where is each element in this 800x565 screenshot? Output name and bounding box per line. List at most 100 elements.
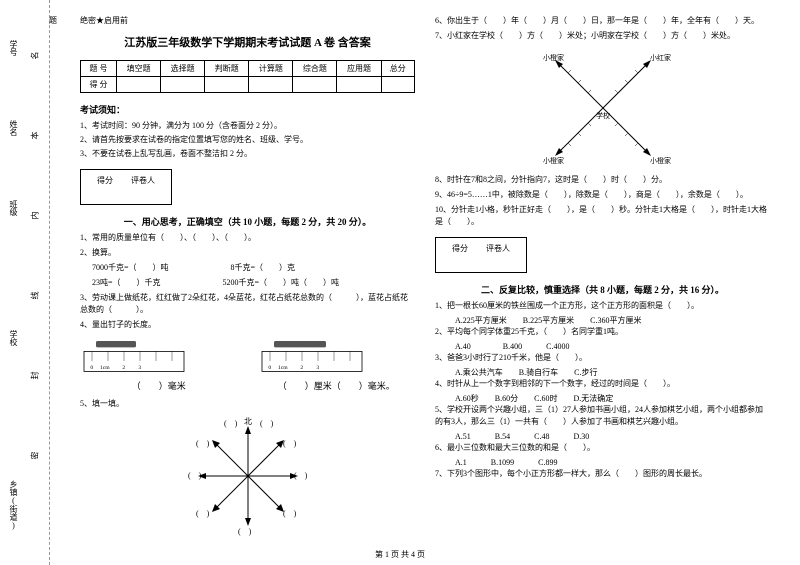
- s2q5: 5、学校开设两个兴趣小组，三（1）27人参加书画小组，24人参加棋艺小组，两个小…: [435, 404, 770, 428]
- ruler-row: 01cm23 （ ）毫米 01cm23 （ ）厘米（ ）毫米。: [80, 337, 415, 392]
- th-2: 选择题: [161, 61, 205, 77]
- notice-1: 1、考试时间：90 分钟，满分为 100 分（含卷面分 2 分）。: [80, 120, 415, 131]
- th-3: 判断题: [205, 61, 249, 77]
- svg-text:0: 0: [90, 365, 93, 371]
- gutter-label-2: 班级: [8, 200, 19, 216]
- binding-gutter: 学号 姓名 班级 学校 乡镇(街道) 名 本 内 线 封 密 题: [0, 0, 50, 565]
- ruler-1: 01cm23 （ ）毫米: [80, 337, 238, 392]
- q7: 7、小红家在学校（ ）方（ ）米处；小明家在学校（ ）方（ ）米处。: [435, 30, 770, 42]
- s2q2-opts: A.40 B.400 C.4000: [435, 341, 770, 352]
- notice-3: 3、不要在试卷上乱写乱画，卷面不整洁扣 2 分。: [80, 148, 415, 159]
- q2b: 8千克=（ ）克: [231, 263, 296, 272]
- gutter-marker-1: 本: [30, 132, 41, 140]
- q5: 5、填一填。: [80, 398, 415, 410]
- ruler-2: 01cm23 （ ）厘米（ ）毫米。: [258, 337, 416, 392]
- svg-text:北: 北: [244, 417, 252, 426]
- s2q5-opts: A.51 B.54 C.48 D.30: [435, 431, 770, 442]
- cell-blank[interactable]: [205, 77, 249, 93]
- scorebox2-blank[interactable]: [478, 257, 518, 268]
- direction-diagram: 小橙家 小红家 小橙家 小橙家 学校: [528, 48, 678, 168]
- gutter-label-4: 乡镇(街道): [8, 480, 19, 530]
- scorebox2-c1: 得分: [444, 242, 476, 255]
- svg-text:( ): ( ): [224, 419, 238, 428]
- svg-text:小橙家: 小橙家: [543, 53, 564, 62]
- s2q4-opts: A.60秒 B.60分 C.60时 D.无法确定: [435, 393, 770, 404]
- content-area: 绝密★启用前 江苏版三年级数学下学期期末考试试题 A 卷 含答案 题 号 填空题…: [50, 0, 800, 565]
- svg-text:小橙家: 小橙家: [650, 156, 671, 165]
- th-4: 计算题: [249, 61, 293, 77]
- scorebox-c2: 评卷人: [123, 174, 163, 187]
- right-column: 6、你出生于（ ）年（ ）月（ ）日，那一年是（ ）年，全年有（ ）天。 7、小…: [425, 15, 780, 555]
- confidential-note: 绝密★启用前: [80, 15, 415, 26]
- scorebox2-blank[interactable]: [444, 257, 476, 268]
- left-column: 绝密★启用前 江苏版三年级数学下学期期末考试试题 A 卷 含答案 题 号 填空题…: [70, 15, 425, 555]
- svg-text:( ): ( ): [283, 439, 297, 448]
- q1: 1、常用的质量单位有（ ）、（ ）、（ ）。: [80, 232, 415, 244]
- svg-text:小橙家: 小橙家: [543, 156, 564, 165]
- cell-blank[interactable]: [337, 77, 381, 93]
- scorebox-blank[interactable]: [89, 189, 121, 200]
- svg-text:小红家: 小红家: [650, 53, 671, 62]
- q2-row2: 23吨=（ ）千克 5200千克=（ ）吨（ ）吨: [80, 277, 415, 289]
- section2-title: 二、反复比较，慎重选择（共 8 小题，每题 2 分，共 16 分）。: [435, 283, 770, 296]
- compass-svg: ( )北( ) ( )( ) ( )( ) ( )( ) ( ): [188, 416, 308, 536]
- gutter-marker-3: 线: [30, 292, 41, 300]
- q8: 8、时针在7和8之间，分针指向7，这时是（ ）时（ ）分。: [435, 174, 770, 186]
- cell-blank[interactable]: [117, 77, 161, 93]
- section2-score-box: 得分评卷人: [435, 237, 527, 273]
- compass-diagram: ( )北( ) ( )( ) ( )( ) ( )( ) ( ): [188, 416, 308, 536]
- s2q1: 1、把一根长60厘米的铁丝围成一个正方形，这个正方形的面积是（ ）。: [435, 300, 770, 312]
- svg-text:( ): ( ): [294, 471, 308, 480]
- q4-ans1: （ ）毫米: [80, 379, 238, 392]
- svg-text:( ): ( ): [188, 471, 202, 480]
- q2c: 23吨=（ ）千克: [92, 278, 161, 287]
- notice-title: 考试须知：: [80, 103, 415, 116]
- section-score-box: 得分评卷人: [80, 169, 172, 205]
- ruler-svg-2: 01cm23: [258, 337, 370, 377]
- th-5: 综合题: [293, 61, 337, 77]
- gutter-marker-5: 密: [30, 452, 41, 460]
- gutter-label-0: 学号: [8, 40, 19, 56]
- row-label: 得 分: [81, 77, 117, 93]
- q2-row: 7000千克=（ ）吨 8千克=（ ）克: [80, 262, 415, 274]
- s2q3: 3、爸爸3小时行了210千米，他是（ ）。: [435, 352, 770, 364]
- q2: 2、换算。: [80, 247, 415, 259]
- q10: 10、分针走1小格，秒针正好走（ ），是（ ）秒。分针走1大格是（ ），时针走1…: [435, 204, 770, 228]
- svg-text:( ): ( ): [260, 419, 274, 428]
- scorebox-blank[interactable]: [123, 189, 163, 200]
- cell-blank[interactable]: [249, 77, 293, 93]
- th-6: 应用题: [337, 61, 381, 77]
- svg-text:( ): ( ): [283, 509, 297, 518]
- scorebox-c1: 得分: [89, 174, 121, 187]
- cell-blank[interactable]: [381, 77, 414, 93]
- q2d: 5200千克=（ ）吨（ ）吨: [223, 278, 340, 287]
- th-0: 题 号: [81, 61, 117, 77]
- s2q6-opts: A.1 B.1099 C.899: [435, 457, 770, 468]
- q6: 6、你出生于（ ）年（ ）月（ ）日，那一年是（ ）年，全年有（ ）天。: [435, 15, 770, 27]
- q4: 4、量出钉子的长度。: [80, 319, 415, 331]
- gutter-label-3: 学校: [8, 330, 19, 346]
- cell-blank[interactable]: [293, 77, 337, 93]
- gutter-marker-4: 封: [30, 372, 41, 380]
- q9: 9、46÷9=5……1中，被除数是（ ），除数是（ ），商是（ ），余数是（ ）…: [435, 189, 770, 201]
- svg-text:3: 3: [316, 365, 319, 371]
- s2q6: 6、最小三位数和最大三位数的和是（ ）。: [435, 442, 770, 454]
- s2q7: 7、下列3个图形中，每个小正方形都一样大，那么（ ）图形的周长最长。: [435, 468, 770, 480]
- gutter-marker-2: 内: [30, 212, 41, 220]
- svg-text:( ): ( ): [196, 509, 210, 518]
- svg-text:1cm: 1cm: [100, 365, 110, 371]
- q4-ans2: （ ）厘米（ ）毫米。: [258, 379, 416, 392]
- score-summary-table: 题 号 填空题 选择题 判断题 计算题 综合题 应用题 总分 得 分: [80, 60, 415, 93]
- direction-svg: 小橙家 小红家 小橙家 小橙家 学校: [528, 48, 678, 168]
- q3: 3、劳动课上做纸花，红红做了2朵红花，4朵蓝花，红花占纸花总数的（ ），蓝花占纸…: [80, 292, 415, 316]
- gutter-marker-0: 名: [30, 52, 41, 60]
- cell-blank[interactable]: [161, 77, 205, 93]
- q2a: 7000千克=（ ）吨: [92, 263, 169, 272]
- svg-text:3: 3: [138, 365, 141, 371]
- svg-text:( ): ( ): [238, 527, 252, 536]
- gutter-label-1: 姓名: [8, 120, 19, 136]
- gutter-side-text: 题: [49, 15, 57, 26]
- notice-2: 2、请首先按要求在试卷的指定位置填写您的姓名、班级、学号。: [80, 134, 415, 145]
- svg-text:2: 2: [300, 365, 303, 371]
- s2q2: 2、平均每个同学体重25千克，（ ）名同学重1吨。: [435, 326, 770, 338]
